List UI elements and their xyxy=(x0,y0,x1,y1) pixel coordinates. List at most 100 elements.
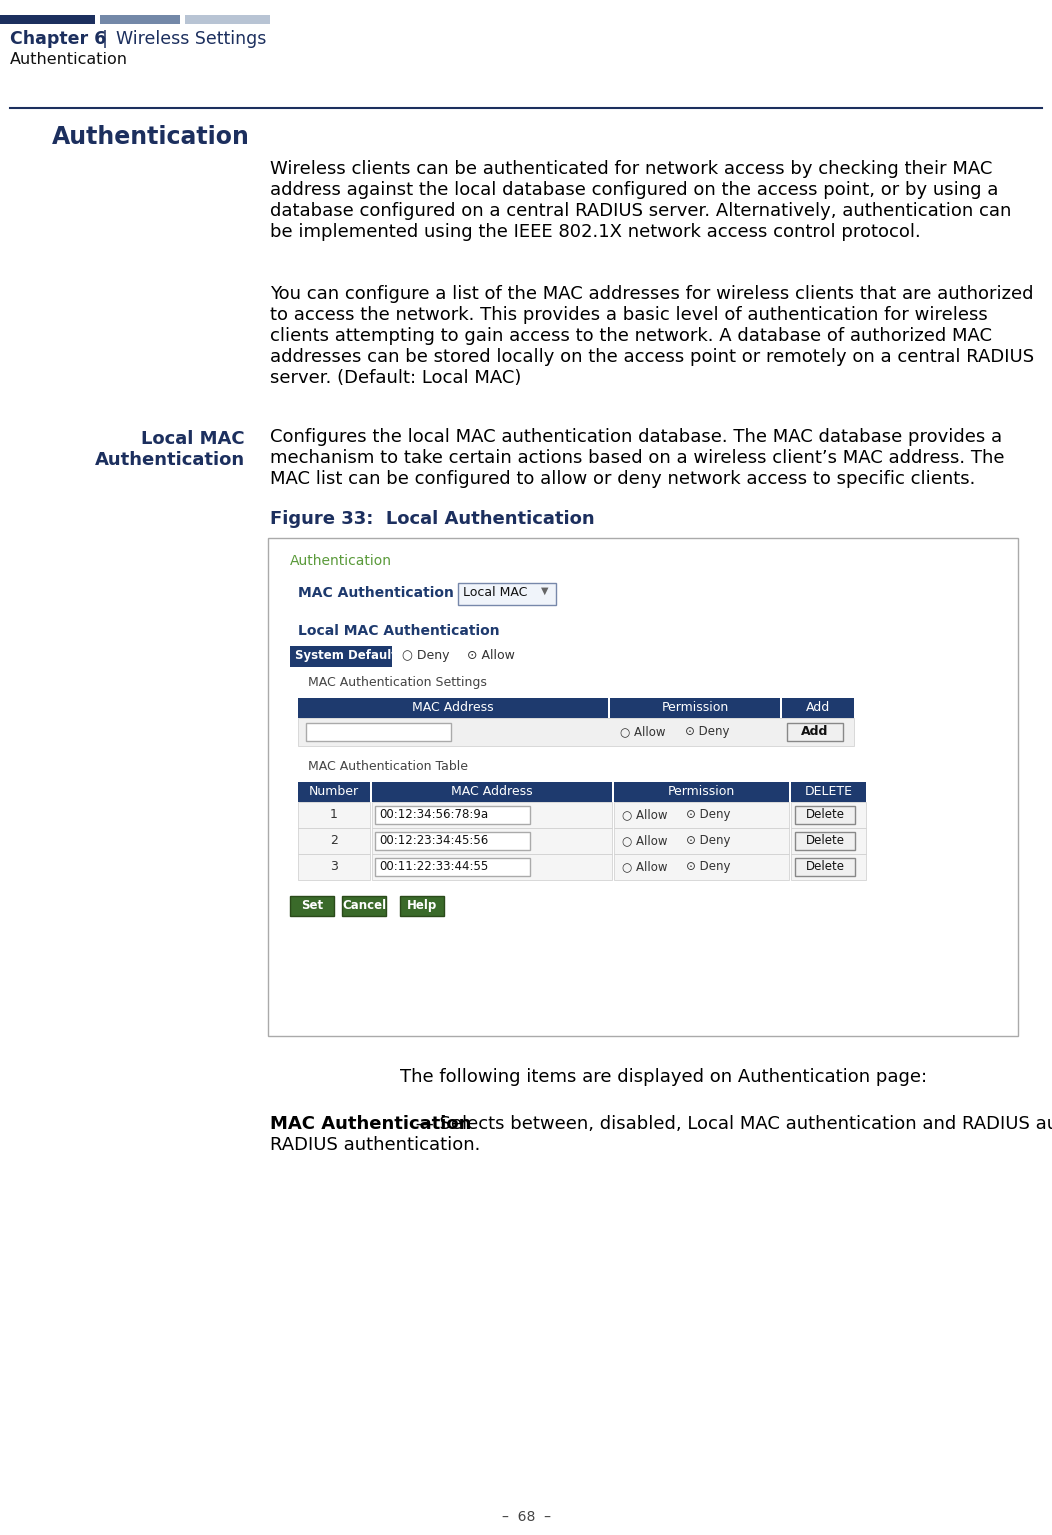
Bar xyxy=(298,827,370,853)
Text: Wireless clients can be authenticated for network access by checking their MAC: Wireless clients can be authenticated fo… xyxy=(270,160,992,178)
Text: ⊙ Deny: ⊙ Deny xyxy=(685,725,729,738)
Text: Delete: Delete xyxy=(806,860,845,873)
Bar xyxy=(610,698,780,718)
Text: Delete: Delete xyxy=(806,834,845,847)
Bar xyxy=(298,698,608,718)
Text: Figure 33:  Local Authentication: Figure 33: Local Authentication xyxy=(270,510,594,528)
Text: Add: Add xyxy=(806,701,830,714)
Text: 00:11:22:33:44:55: 00:11:22:33:44:55 xyxy=(379,860,488,873)
Text: Permission: Permission xyxy=(668,784,735,798)
Bar xyxy=(787,723,843,741)
Text: 3: 3 xyxy=(330,860,338,873)
Text: 1: 1 xyxy=(330,807,338,821)
Bar xyxy=(791,781,866,801)
Bar xyxy=(372,781,612,801)
Bar xyxy=(290,646,392,668)
Bar xyxy=(100,15,180,25)
Text: 2: 2 xyxy=(330,834,338,847)
Bar xyxy=(375,832,530,850)
Text: System Default: System Default xyxy=(295,649,397,662)
Text: database configured on a central RADIUS server. Alternatively, authentication ca: database configured on a central RADIUS … xyxy=(270,203,1011,220)
Bar xyxy=(458,583,557,605)
Text: ⊙ Deny: ⊙ Deny xyxy=(686,860,730,873)
Bar xyxy=(268,537,1018,1036)
Bar xyxy=(392,646,522,668)
Text: addresses can be stored locally on the access point or remotely on a central RAD: addresses can be stored locally on the a… xyxy=(270,348,1034,365)
Bar xyxy=(306,723,451,741)
Text: MAC Authentication Settings: MAC Authentication Settings xyxy=(308,675,487,689)
Text: ○ Deny: ○ Deny xyxy=(402,649,449,662)
Text: Permission: Permission xyxy=(662,701,729,714)
Bar xyxy=(791,801,866,827)
Text: Chapter 6: Chapter 6 xyxy=(11,31,106,48)
Text: ○ Allow: ○ Allow xyxy=(622,860,668,873)
Text: Wireless Settings: Wireless Settings xyxy=(116,31,266,48)
Bar xyxy=(298,801,370,827)
Bar xyxy=(400,896,444,916)
Bar xyxy=(375,858,530,876)
Bar xyxy=(0,15,95,25)
Text: ⊙ Deny: ⊙ Deny xyxy=(686,807,730,821)
Bar xyxy=(372,801,612,827)
Text: server. (Default: Local MAC): server. (Default: Local MAC) xyxy=(270,368,522,387)
Text: ▼: ▼ xyxy=(541,586,548,596)
Text: — Selects between, disabled, Local MAC authentication and RADIUS authentication.: — Selects between, disabled, Local MAC a… xyxy=(410,1114,1052,1133)
Text: –  68  –: – 68 – xyxy=(502,1510,550,1524)
Bar xyxy=(342,896,386,916)
Bar xyxy=(290,896,333,916)
Text: Authentication: Authentication xyxy=(290,554,392,568)
Bar xyxy=(298,781,370,801)
Bar xyxy=(795,806,855,824)
Text: ⊙ Deny: ⊙ Deny xyxy=(686,834,730,847)
Text: ○ Allow: ○ Allow xyxy=(620,725,666,738)
Bar xyxy=(298,718,854,746)
Bar xyxy=(614,801,789,827)
Text: DELETE: DELETE xyxy=(805,784,852,798)
Text: MAC Authentication: MAC Authentication xyxy=(298,586,453,600)
Text: Number: Number xyxy=(309,784,359,798)
Text: Local MAC: Local MAC xyxy=(141,430,245,448)
Text: 00:12:23:34:45:56: 00:12:23:34:45:56 xyxy=(379,834,488,847)
Text: MAC list can be configured to allow or deny network access to specific clients.: MAC list can be configured to allow or d… xyxy=(270,470,975,488)
Text: Authentication: Authentication xyxy=(95,451,245,470)
Bar xyxy=(795,832,855,850)
Text: ⊙ Allow: ⊙ Allow xyxy=(467,649,514,662)
Bar xyxy=(791,827,866,853)
Text: Add: Add xyxy=(802,725,829,738)
Bar xyxy=(614,781,789,801)
Text: to access the network. This provides a basic level of authentication for wireles: to access the network. This provides a b… xyxy=(270,305,988,324)
Text: ○ Allow: ○ Allow xyxy=(622,834,668,847)
Text: MAC Address: MAC Address xyxy=(451,784,532,798)
Text: Help: Help xyxy=(407,900,438,912)
Text: Configures the local MAC authentication database. The MAC database provides a: Configures the local MAC authentication … xyxy=(270,428,1003,447)
Text: The following items are displayed on Authentication page:: The following items are displayed on Aut… xyxy=(400,1068,927,1085)
Bar xyxy=(375,806,530,824)
Bar xyxy=(372,853,612,880)
Bar xyxy=(782,698,854,718)
Text: MAC Authentication Table: MAC Authentication Table xyxy=(308,760,468,774)
Text: |: | xyxy=(102,31,108,48)
Text: Authentication: Authentication xyxy=(11,52,128,68)
Bar xyxy=(614,853,789,880)
Text: clients attempting to gain access to the network. A database of authorized MAC: clients attempting to gain access to the… xyxy=(270,327,992,345)
Text: Delete: Delete xyxy=(806,807,845,821)
Text: 00:12:34:56:78:9a: 00:12:34:56:78:9a xyxy=(379,807,488,821)
Text: MAC Address: MAC Address xyxy=(412,701,493,714)
Text: Cancel: Cancel xyxy=(342,900,386,912)
Bar xyxy=(614,827,789,853)
Bar xyxy=(791,853,866,880)
Text: be implemented using the IEEE 802.1X network access control protocol.: be implemented using the IEEE 802.1X net… xyxy=(270,223,920,241)
Text: address against the local database configured on the access point, or by using a: address against the local database confi… xyxy=(270,181,998,200)
Text: Set: Set xyxy=(301,900,323,912)
Text: Authentication: Authentication xyxy=(52,124,250,149)
Bar xyxy=(298,853,370,880)
Bar xyxy=(795,858,855,876)
Text: MAC Authentication: MAC Authentication xyxy=(270,1114,471,1133)
Text: mechanism to take certain actions based on a wireless client’s MAC address. The: mechanism to take certain actions based … xyxy=(270,450,1005,467)
Text: Local MAC: Local MAC xyxy=(463,586,527,599)
Text: RADIUS authentication.: RADIUS authentication. xyxy=(270,1136,481,1154)
Text: Local MAC Authentication: Local MAC Authentication xyxy=(298,625,500,639)
Bar xyxy=(185,15,270,25)
Bar xyxy=(372,827,612,853)
Text: You can configure a list of the MAC addresses for wireless clients that are auth: You can configure a list of the MAC addr… xyxy=(270,286,1033,302)
